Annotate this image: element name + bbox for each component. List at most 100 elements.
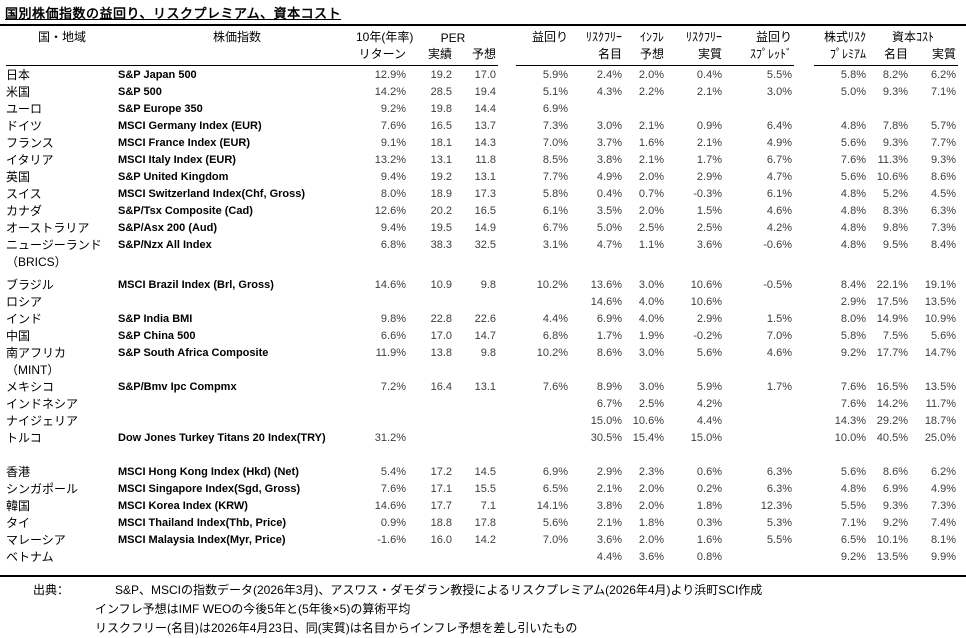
value-cell: 7.0% <box>542 533 568 546</box>
value-cell: 5.5% <box>766 68 792 81</box>
value-cell: 5.5% <box>840 499 866 512</box>
value-cell <box>570 253 624 270</box>
value-cell: -0.6% <box>763 238 792 251</box>
table-row: インドネシア 6.7% 2.5% 4.2% 7.6% 14.2% 11.7% <box>6 395 958 412</box>
value-cell: 10.2% <box>536 346 568 359</box>
value-cell <box>868 100 910 117</box>
value-cell: 2.1% <box>696 136 722 149</box>
value-cell: 7.4% <box>930 516 957 529</box>
value-cell: 29.2% <box>876 414 908 427</box>
value-cell: 7.3% <box>930 221 957 234</box>
value-cell: 4.7% <box>596 238 622 251</box>
value-cell: 4.4% <box>542 312 568 325</box>
country-cell: ユーロ <box>6 102 43 116</box>
value-cell: 14.2% <box>876 397 908 410</box>
value-cell: 7.1 <box>480 499 496 512</box>
value-cell: 3.6% <box>696 238 722 251</box>
value-cell: 6.1% <box>766 187 792 200</box>
value-cell: 5.4% <box>380 465 406 478</box>
value-cell: 1.1% <box>638 238 664 251</box>
value-cell: 3.1% <box>542 238 568 251</box>
value-cell: 5.8% <box>542 187 568 200</box>
value-cell: 12.9% <box>374 68 406 81</box>
value-cell: 15.0% <box>690 431 722 444</box>
value-cell: 1.7% <box>596 329 622 342</box>
value-cell <box>624 361 666 378</box>
value-cell: 13.5% <box>924 295 957 308</box>
value-cell: 13.1 <box>474 170 496 183</box>
value-cell: 16.4 <box>430 380 452 393</box>
value-cell: 9.5% <box>882 238 908 251</box>
value-cell: 9.2% <box>840 550 866 563</box>
value-cell: 5.9% <box>542 68 568 81</box>
value-cell: 12.6% <box>374 204 406 217</box>
value-cell: 13.5% <box>876 550 908 563</box>
value-cell <box>408 548 454 565</box>
value-cell <box>408 253 454 270</box>
table-container: 国・地域 株価指数 10年(年率) PER 益回り ﾘｽｸﾌﾘｰ ｲﾝﾌﾚ ﾘｽ… <box>0 24 966 565</box>
value-cell: 9.2% <box>882 516 908 529</box>
value-cell: 2.9% <box>696 170 722 183</box>
table-row: ナイジェリア 15.0% 10.6% 4.4% 14.3% 29.2% 18.7% <box>6 412 958 429</box>
country-cell: タイ <box>6 516 31 530</box>
value-cell: 0.4% <box>596 187 622 200</box>
value-cell: 22.8 <box>430 312 452 325</box>
value-cell: 5.6% <box>930 329 957 342</box>
value-cell <box>408 446 454 463</box>
value-cell: 4.4% <box>696 414 722 427</box>
value-cell: 1.7% <box>766 380 792 393</box>
country-cell: （MINT） <box>6 363 60 377</box>
value-cell <box>910 446 958 463</box>
index-name-cell: MSCI France Index (EUR) <box>118 136 251 149</box>
value-cell: 6.7% <box>766 153 792 166</box>
col-header-per: PER <box>440 31 466 45</box>
value-cell: 2.0% <box>638 204 664 217</box>
value-cell: 2.1% <box>696 85 722 98</box>
value-cell: 0.8% <box>696 550 722 563</box>
value-cell <box>454 361 498 378</box>
value-cell <box>408 395 454 412</box>
col-header-equity-risk-line2: ﾌﾟﾚﾐｱﾑ <box>829 47 866 61</box>
col-header-country: 国・地域 <box>37 30 86 44</box>
value-cell: 18.7% <box>924 414 957 427</box>
value-cell: 13.2% <box>374 153 406 166</box>
country-cell: ニュージーランド <box>6 238 102 252</box>
country-cell: 中国 <box>6 329 31 343</box>
value-cell: 4.9% <box>596 170 622 183</box>
value-cell: 5.1% <box>542 85 568 98</box>
value-cell: 2.1% <box>596 516 622 529</box>
col-header-return-line1: 10年(年率) <box>356 30 414 44</box>
table-body: 日本 S&P Japan 500 12.9% 19.2 17.0 5.9% 2.4% 2.0%… <box>6 66 958 565</box>
value-cell: 17.7% <box>876 346 908 359</box>
value-cell: 7.1% <box>840 516 866 529</box>
value-cell: 9.3% <box>930 153 957 166</box>
table-row: 南アフリカ S&P South Africa Composite 11.9% 13.8… <box>6 344 958 361</box>
value-cell: 0.9% <box>696 119 722 132</box>
index-name-cell: MSCI Thailand Index(Thb, Price) <box>118 516 287 529</box>
value-cell: 6.1% <box>542 204 568 217</box>
value-cell <box>794 361 868 378</box>
index-name-cell <box>118 361 356 378</box>
value-cell: 14.7 <box>474 329 496 342</box>
country-cell: 韓国 <box>6 499 31 513</box>
value-cell: 17.3 <box>474 187 496 200</box>
value-cell: 13.1 <box>430 153 452 166</box>
value-cell: 5.9% <box>696 380 722 393</box>
value-cell: 10.6% <box>690 295 722 308</box>
index-name-cell <box>118 548 356 565</box>
value-cell: 2.2% <box>638 85 664 98</box>
index-name-cell: Dow Jones Turkey Titans 20 Index(TRY) <box>118 431 326 444</box>
group-label-row: （BRICS） <box>6 253 958 270</box>
value-cell: 2.1% <box>638 153 664 166</box>
value-cell: 6.4% <box>766 119 792 132</box>
value-cell: 30.5% <box>590 431 622 444</box>
value-cell: 13.5% <box>924 380 957 393</box>
value-cell: 6.2% <box>930 465 957 478</box>
table-row: ドイツ MSCI Germany Index (EUR) 7.6% 16.5 13.7 7… <box>6 117 958 134</box>
value-cell: 38.3 <box>430 238 452 251</box>
value-cell: 11.3% <box>877 153 908 166</box>
value-cell: 3.6% <box>638 550 664 563</box>
value-cell: 3.0% <box>638 278 664 291</box>
value-cell: 1.8% <box>696 499 722 512</box>
value-cell: 9.4% <box>380 170 406 183</box>
